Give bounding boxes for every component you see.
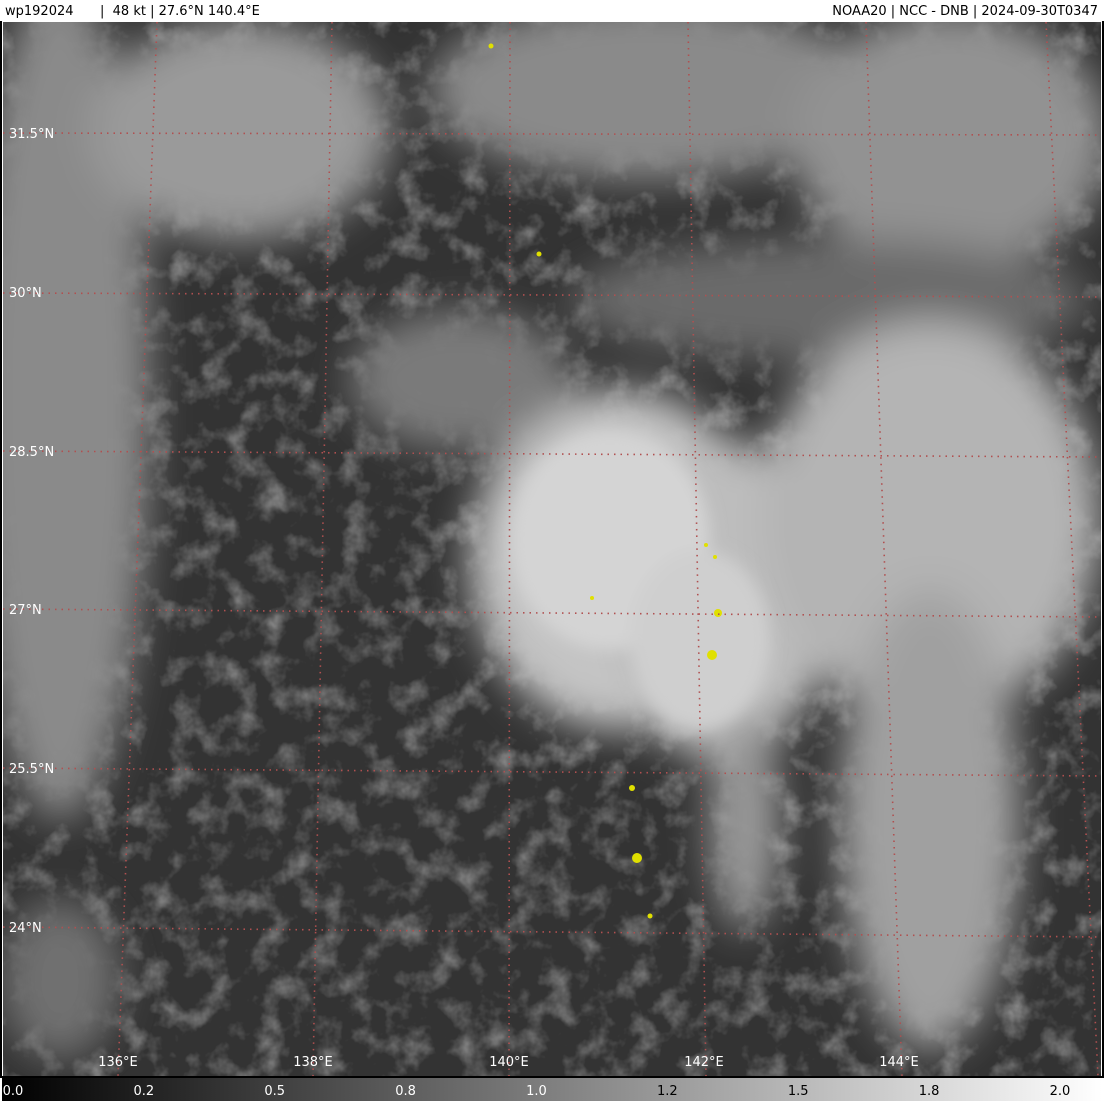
latitude-label: 28.5°N [9,445,54,460]
colorbar-ticks: 0.0 0.2 0.5 0.8 1.0 1.2 1.5 1.8 2.0 [3,1084,1071,1099]
storm-core [510,430,770,730]
colorbar-tick-label: 1.8 [919,1084,940,1099]
longitude-labels: 136°E 138°E 140°E 142°E 144°E [98,1055,919,1070]
colorbar-tick-label: 2.0 [1050,1084,1071,1099]
latitude-label: 24°N [9,921,42,936]
latitude-label: 31.5°N [9,127,54,142]
latitude-label: 30°N [9,286,42,301]
colorbar [2,1078,1102,1101]
storm-info: | 48 kt | 27.6°N 140.4°E [100,4,260,19]
graticule [3,22,1101,1076]
storm-id: wp192024 [5,4,74,19]
cloud-masses [3,22,1101,1060]
longitude-label: 144°E [879,1055,919,1070]
longitude-label: 142°E [684,1055,724,1070]
latitude-labels: 31.5°N 30°N 28.5°N 27°N 25.5°N 24°N [9,127,54,936]
colorbar-tick-label: 1.5 [788,1084,809,1099]
colorbar-tick-label: 1.0 [526,1084,547,1099]
colorbar-tick-label: 0.0 [3,1084,24,1099]
colorbar-tick-label: 0.2 [134,1084,155,1099]
longitude-label: 140°E [489,1055,529,1070]
longitude-label: 136°E [98,1055,138,1070]
latitude-label: 27°N [9,603,42,618]
colorbar-tick-label: 0.5 [264,1084,285,1099]
latitude-label: 25.5°N [9,762,54,777]
header-bar [0,0,1104,21]
longitude-label: 138°E [293,1055,333,1070]
island-markers [488,43,722,919]
colorbar-tick-label: 1.2 [657,1084,678,1099]
source-info: NOAA20 | NCC - DNB | 2024-09-30T0347 [832,4,1098,19]
imagery [3,22,1101,1076]
colorbar-tick-label: 0.8 [395,1084,416,1099]
